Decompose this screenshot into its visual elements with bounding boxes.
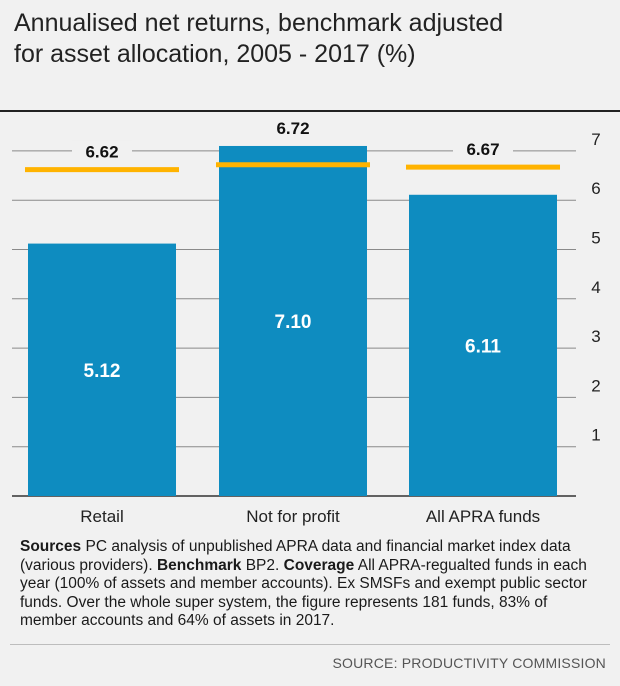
x-category-label-2: All APRA funds bbox=[426, 507, 540, 526]
benchmark-value-label-2: 6.67 bbox=[466, 140, 499, 159]
bar-value-label-0: 5.12 bbox=[84, 361, 121, 382]
y-tick-label-3: 3 bbox=[591, 327, 600, 346]
benchmark-label: Benchmark bbox=[156, 556, 242, 574]
y-tick-label-2: 2 bbox=[591, 376, 600, 395]
title-divider bbox=[0, 110, 620, 112]
y-tick-label-7: 7 bbox=[591, 130, 600, 149]
x-axis: Retail Not for profit All APRA funds bbox=[80, 507, 540, 526]
bar-1 bbox=[219, 145, 367, 496]
source-credit: SOURCE: PRODUCTIVITY COMMISSION bbox=[332, 655, 606, 671]
chart-notes: Sources PC analysis of unpublished APRA … bbox=[20, 538, 602, 631]
coverage-text: All APRA-regualted funds in each year (1… bbox=[20, 556, 587, 630]
y-tick-label-5: 5 bbox=[591, 229, 600, 248]
y-tick-label-6: 6 bbox=[591, 179, 600, 198]
x-category-label-0: Retail bbox=[80, 507, 123, 526]
sources-text: PC analysis of unpublished APRA data and… bbox=[20, 538, 571, 574]
bar-2 bbox=[409, 194, 557, 496]
benchmark-label-bg-1 bbox=[263, 116, 323, 139]
coverage-label: Coverage bbox=[283, 556, 355, 574]
source-divider bbox=[10, 644, 610, 645]
benchmark-text: BP2. bbox=[241, 556, 284, 574]
chart-title-line-2: for asset allocation, 2005 - 2017 (%) bbox=[14, 40, 416, 68]
bar-value-label-2: 6.11 bbox=[465, 336, 501, 357]
benchmark-label-bg-2 bbox=[453, 138, 513, 161]
bar-value-label-1: 7.10 bbox=[275, 312, 312, 333]
data-labels: 5.12 7.10 6.11 bbox=[84, 312, 502, 382]
y-axis: 12345678 bbox=[591, 130, 600, 445]
chart-title-line-1: Annualised net returns, benchmark adjust… bbox=[14, 9, 504, 37]
y-tick-label-1: 1 bbox=[591, 426, 600, 445]
chart-title: Annualised net returns, benchmark adjust… bbox=[14, 8, 604, 70]
benchmark-value-label-0: 6.62 bbox=[85, 143, 118, 162]
bar-chart: 6.626.726.67 5.127.106.11 12345678 Retai… bbox=[12, 116, 601, 526]
y-tick-label-4: 4 bbox=[591, 278, 600, 297]
sources-label: Sources bbox=[20, 538, 82, 555]
x-category-label-1: Not for profit bbox=[246, 507, 340, 526]
bars bbox=[28, 145, 557, 496]
bar-0 bbox=[28, 243, 176, 496]
benchmark-markers: 6.62 6.72 6.67 bbox=[25, 116, 560, 173]
benchmark-value-label-1: 6.72 bbox=[276, 119, 309, 138]
benchmark-label-bg-0 bbox=[72, 140, 132, 163]
